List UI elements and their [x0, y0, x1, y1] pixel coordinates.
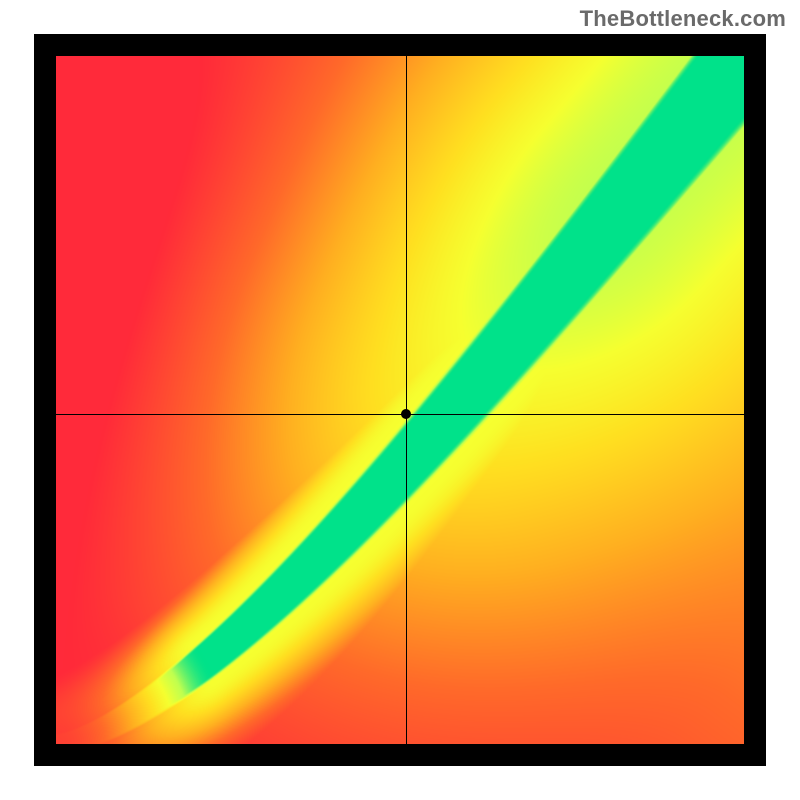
attribution-text: TheBottleneck.com	[580, 6, 786, 32]
crosshair-vertical	[406, 56, 407, 744]
chart-container: TheBottleneck.com	[0, 0, 800, 800]
chart-outer-frame	[34, 34, 766, 766]
heatmap-canvas	[56, 56, 744, 744]
marker-dot	[401, 409, 411, 419]
heatmap-plot-area	[56, 56, 744, 744]
